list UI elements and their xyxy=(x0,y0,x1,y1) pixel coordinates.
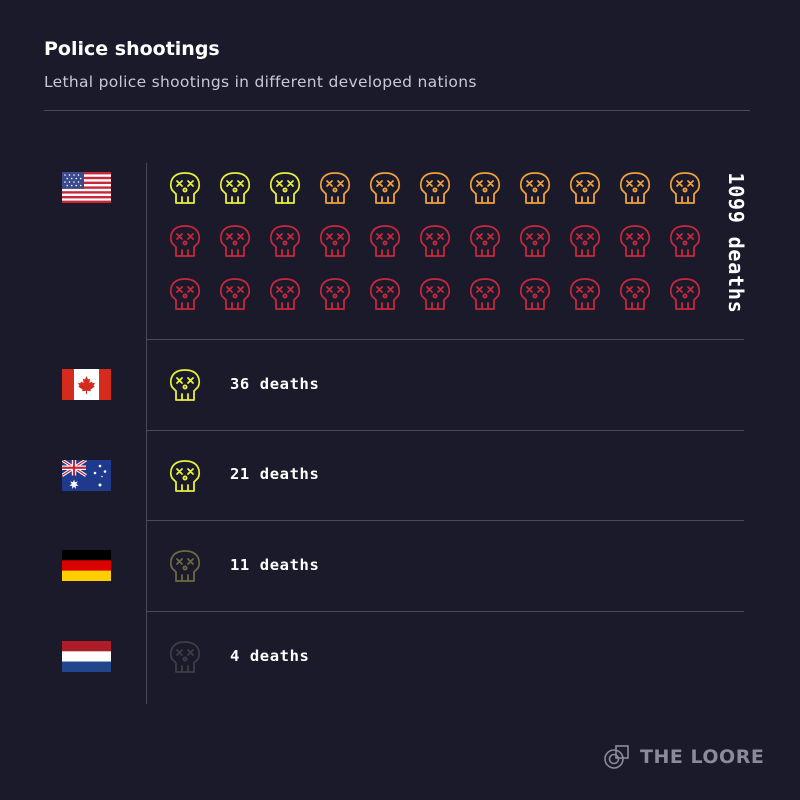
netherlands-deaths-label: 4 deaths xyxy=(230,647,310,665)
australia-flag-icon xyxy=(62,460,111,491)
netherlands-flag-icon xyxy=(62,641,111,672)
skull-icon xyxy=(319,225,351,257)
skull-icon xyxy=(369,172,401,204)
skull-icon xyxy=(619,172,651,204)
skull-icon xyxy=(369,278,401,310)
skull-icon xyxy=(219,225,251,257)
skull-icon xyxy=(169,641,201,673)
skull-icon xyxy=(369,225,401,257)
row-divider xyxy=(146,611,744,612)
skull-icon xyxy=(169,278,201,310)
skull-icon xyxy=(669,225,701,257)
row-divider xyxy=(146,339,744,340)
skull-icon xyxy=(669,278,701,310)
skull-icon xyxy=(469,172,501,204)
skull-icon xyxy=(419,225,451,257)
australia-deaths-label: 21 deaths xyxy=(230,465,320,483)
skull-icon xyxy=(269,172,301,204)
canada-deaths-label: 36 deaths xyxy=(230,375,320,393)
skull-icon xyxy=(419,172,451,204)
logo-text: THE LOORE xyxy=(640,746,765,768)
skull-icon xyxy=(469,225,501,257)
skull-icon xyxy=(269,225,301,257)
row-divider xyxy=(146,520,744,521)
skull-icon xyxy=(169,460,201,492)
skull-icon xyxy=(569,172,601,204)
skull-icon xyxy=(169,369,201,401)
skull-icon xyxy=(169,225,201,257)
germany-deaths-label: 11 deaths xyxy=(230,556,320,574)
chart-vertical-axis xyxy=(146,163,147,704)
skull-icon xyxy=(269,278,301,310)
skull-icon xyxy=(219,278,251,310)
row-divider xyxy=(146,430,744,431)
germany-flag-icon xyxy=(62,550,111,581)
skull-icon xyxy=(619,225,651,257)
skull-icon xyxy=(169,172,201,204)
skull-icon xyxy=(319,172,351,204)
skull-icon xyxy=(419,278,451,310)
skull-icon xyxy=(319,278,351,310)
skull-icon xyxy=(569,278,601,310)
us-deaths-label: 1099 deaths xyxy=(724,172,748,314)
skull-icon xyxy=(219,172,251,204)
skull-icon xyxy=(569,225,601,257)
skull-icon xyxy=(469,278,501,310)
skull-icon xyxy=(519,225,551,257)
skull-icon xyxy=(619,278,651,310)
canada-flag-icon xyxy=(62,369,111,400)
page-subtitle: Lethal police shootings in different dev… xyxy=(44,73,477,91)
title-divider xyxy=(44,110,750,111)
loore-logo-icon xyxy=(604,745,629,769)
brand-logo: THE LOORE xyxy=(604,742,764,772)
skull-icon xyxy=(169,550,201,582)
skull-icon xyxy=(669,172,701,204)
skull-icon xyxy=(519,278,551,310)
page-title: Police shootings xyxy=(44,38,220,60)
us-flag-icon xyxy=(62,172,111,203)
skull-icon xyxy=(519,172,551,204)
